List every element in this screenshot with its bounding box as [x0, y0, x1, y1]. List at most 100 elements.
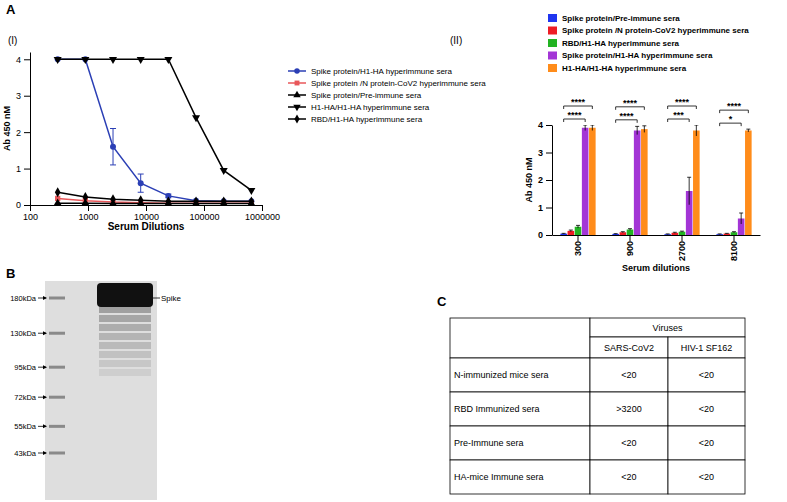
- tick-label: 1: [538, 203, 543, 213]
- tick-label: 4: [16, 55, 21, 65]
- bar: [589, 128, 596, 235]
- blot-smear: [99, 360, 151, 367]
- bar: [745, 131, 752, 236]
- error-bar: [614, 233, 618, 235]
- legend-item: RBD/H1-HA hyperimmune sera: [288, 114, 423, 123]
- table-text: RBD Immunized sera: [454, 404, 540, 414]
- series-line: [58, 59, 252, 201]
- marker-label: 43kDa: [14, 449, 37, 458]
- axis: 01234: [538, 120, 553, 240]
- bar: [582, 128, 589, 235]
- error-bar: [583, 125, 587, 131]
- figure: ABC(I)100100010000100000100000001234Seru…: [0, 0, 787, 502]
- tick-label: 3: [538, 148, 543, 158]
- error-bar: [576, 225, 580, 228]
- tick-label: 1: [16, 164, 21, 174]
- point: [54, 57, 62, 64]
- legend: Spike protein/Pre-immune seraSpike prote…: [548, 14, 749, 73]
- error-bar: [687, 177, 691, 205]
- tick: 3: [538, 148, 552, 158]
- axis-title: Ab 450 nM: [2, 106, 12, 151]
- tick-label: 2700: [677, 241, 687, 261]
- point: [247, 188, 255, 195]
- table-cell: [668, 426, 745, 460]
- table-text: HA-mice Immune sera: [454, 472, 544, 482]
- legend-item: H1-HA/H1-HA hyperimmune sera: [288, 103, 430, 112]
- tick: 1000: [78, 205, 98, 222]
- legend-item: Spike protein /N protein-CoV2 hyperimmun…: [548, 26, 749, 35]
- band-pointer: [153, 298, 160, 299]
- marker-label: 72kDa: [14, 393, 37, 402]
- table-cell: [668, 358, 745, 392]
- axis-title: Serum Dilutions: [108, 221, 185, 232]
- point: [138, 180, 144, 186]
- legend-marker: [295, 81, 300, 86]
- axis-title: Ab 450 nM: [524, 157, 534, 202]
- tick-label: 300: [573, 241, 583, 256]
- bar: [641, 129, 648, 235]
- tick-mark: [88, 205, 89, 211]
- legend-label: Spike protein/Pre-immune sera: [311, 91, 422, 100]
- axis: 30090027008100: [553, 235, 761, 261]
- ladder-band: [49, 396, 65, 399]
- band-label: Spike: [161, 294, 182, 303]
- legend-label: H1-HA/H1-HA hyperimmune sera: [562, 64, 687, 73]
- table-text: <20: [621, 472, 636, 482]
- legend-item: RBD/H1-HA hyperimmune sera: [548, 39, 680, 48]
- bar: [568, 231, 575, 235]
- error-bar: [673, 232, 677, 233]
- table-cell: [668, 460, 745, 494]
- tick: 1: [538, 203, 552, 213]
- point: [164, 57, 172, 64]
- significance-label: ****: [727, 101, 742, 111]
- legend-marker: [294, 68, 300, 74]
- significance-label: ****: [623, 98, 638, 108]
- tick-mark: [24, 132, 30, 133]
- tick-mark: [204, 205, 205, 211]
- significance-label: ****: [567, 110, 582, 120]
- tick-label: 0: [16, 200, 21, 210]
- error-bar: [635, 126, 639, 134]
- error-bar: [642, 126, 646, 133]
- table-cell: [450, 426, 590, 460]
- tick-mark: [578, 235, 579, 241]
- table-cell: [590, 358, 668, 392]
- tick-mark: [546, 235, 552, 236]
- error-bar: [569, 230, 573, 232]
- marker-arrowhead: [43, 331, 47, 335]
- bar: [716, 234, 723, 235]
- legend-swatch: [548, 52, 557, 60]
- panel-label: A: [6, 2, 16, 17]
- bar: [693, 131, 700, 236]
- marker-label: 55kDa: [14, 422, 37, 431]
- error-bar: [138, 174, 144, 192]
- point: [55, 187, 61, 197]
- table-text: SARS-CoV2: [604, 343, 654, 353]
- ladder-band: [49, 297, 65, 300]
- point: [109, 57, 117, 64]
- bar: [560, 234, 567, 235]
- table-cell: [590, 392, 668, 426]
- legend-item: H1-HA/H1-HA hyperimmune sera: [548, 64, 687, 73]
- panel-title: (I): [8, 35, 17, 46]
- table-cell: [590, 460, 668, 494]
- tick: 4: [16, 55, 30, 65]
- point: [110, 144, 116, 150]
- table-cell: [450, 358, 590, 392]
- table-text: HIV-1 SF162: [681, 343, 733, 353]
- blot-smear: [99, 324, 151, 331]
- tick: 4: [538, 120, 552, 130]
- bar: [620, 232, 627, 235]
- error-bar: [680, 231, 684, 232]
- tick-label: 2: [16, 128, 21, 138]
- error-bar: [694, 125, 698, 136]
- marker-arrowhead: [43, 365, 47, 369]
- axis-line: [553, 235, 761, 236]
- ladder-band: [49, 425, 65, 428]
- tick-label: 4: [538, 120, 543, 130]
- error-bar: [666, 233, 670, 235]
- blot-smear: [99, 333, 151, 340]
- tick-mark: [546, 208, 552, 209]
- tick-mark: [546, 153, 552, 154]
- table: VirusesSARS-CoV2HIV-1 SF162N-immunized m…: [450, 318, 745, 494]
